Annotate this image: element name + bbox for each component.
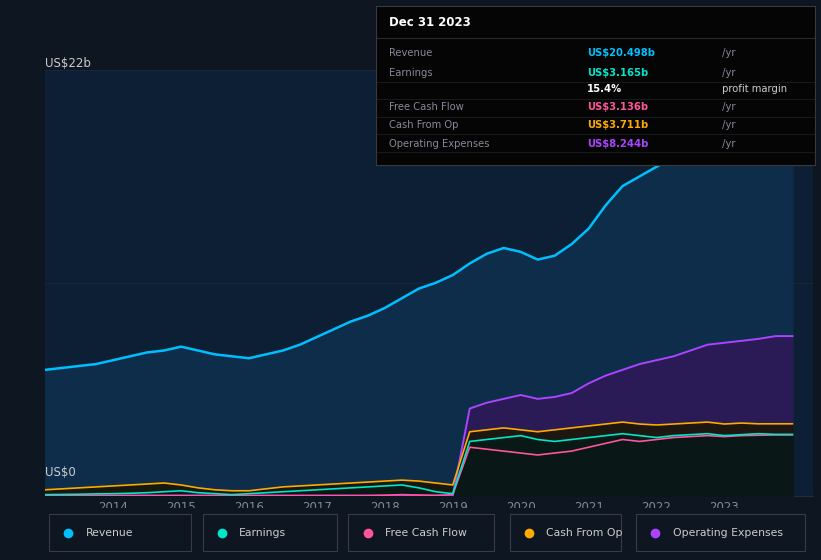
Text: Free Cash Flow: Free Cash Flow — [389, 102, 464, 112]
Text: /yr: /yr — [718, 102, 735, 112]
Text: 15.4%: 15.4% — [587, 83, 622, 94]
Text: Operating Expenses: Operating Expenses — [389, 139, 489, 148]
Text: /yr: /yr — [718, 68, 735, 78]
Text: US$22b: US$22b — [45, 57, 91, 70]
Text: US$3.711b: US$3.711b — [587, 120, 648, 130]
Text: Revenue: Revenue — [389, 49, 433, 58]
Text: US$3.136b: US$3.136b — [587, 102, 648, 112]
Text: US$8.244b: US$8.244b — [587, 139, 649, 148]
Text: US$20.498b: US$20.498b — [587, 49, 655, 58]
Text: Earnings: Earnings — [389, 68, 433, 78]
Text: Cash From Op: Cash From Op — [389, 120, 459, 130]
Text: Earnings: Earnings — [240, 528, 287, 538]
Text: US$0: US$0 — [45, 466, 76, 479]
Text: /yr: /yr — [718, 120, 735, 130]
Text: /yr: /yr — [718, 49, 735, 58]
Text: /yr: /yr — [718, 139, 735, 148]
Text: Free Cash Flow: Free Cash Flow — [385, 528, 467, 538]
Text: Revenue: Revenue — [86, 528, 133, 538]
Text: profit margin: profit margin — [718, 83, 787, 94]
Text: US$3.165b: US$3.165b — [587, 68, 648, 78]
Text: Operating Expenses: Operating Expenses — [673, 528, 783, 538]
Text: Dec 31 2023: Dec 31 2023 — [389, 16, 471, 29]
Text: Cash From Op: Cash From Op — [547, 528, 623, 538]
